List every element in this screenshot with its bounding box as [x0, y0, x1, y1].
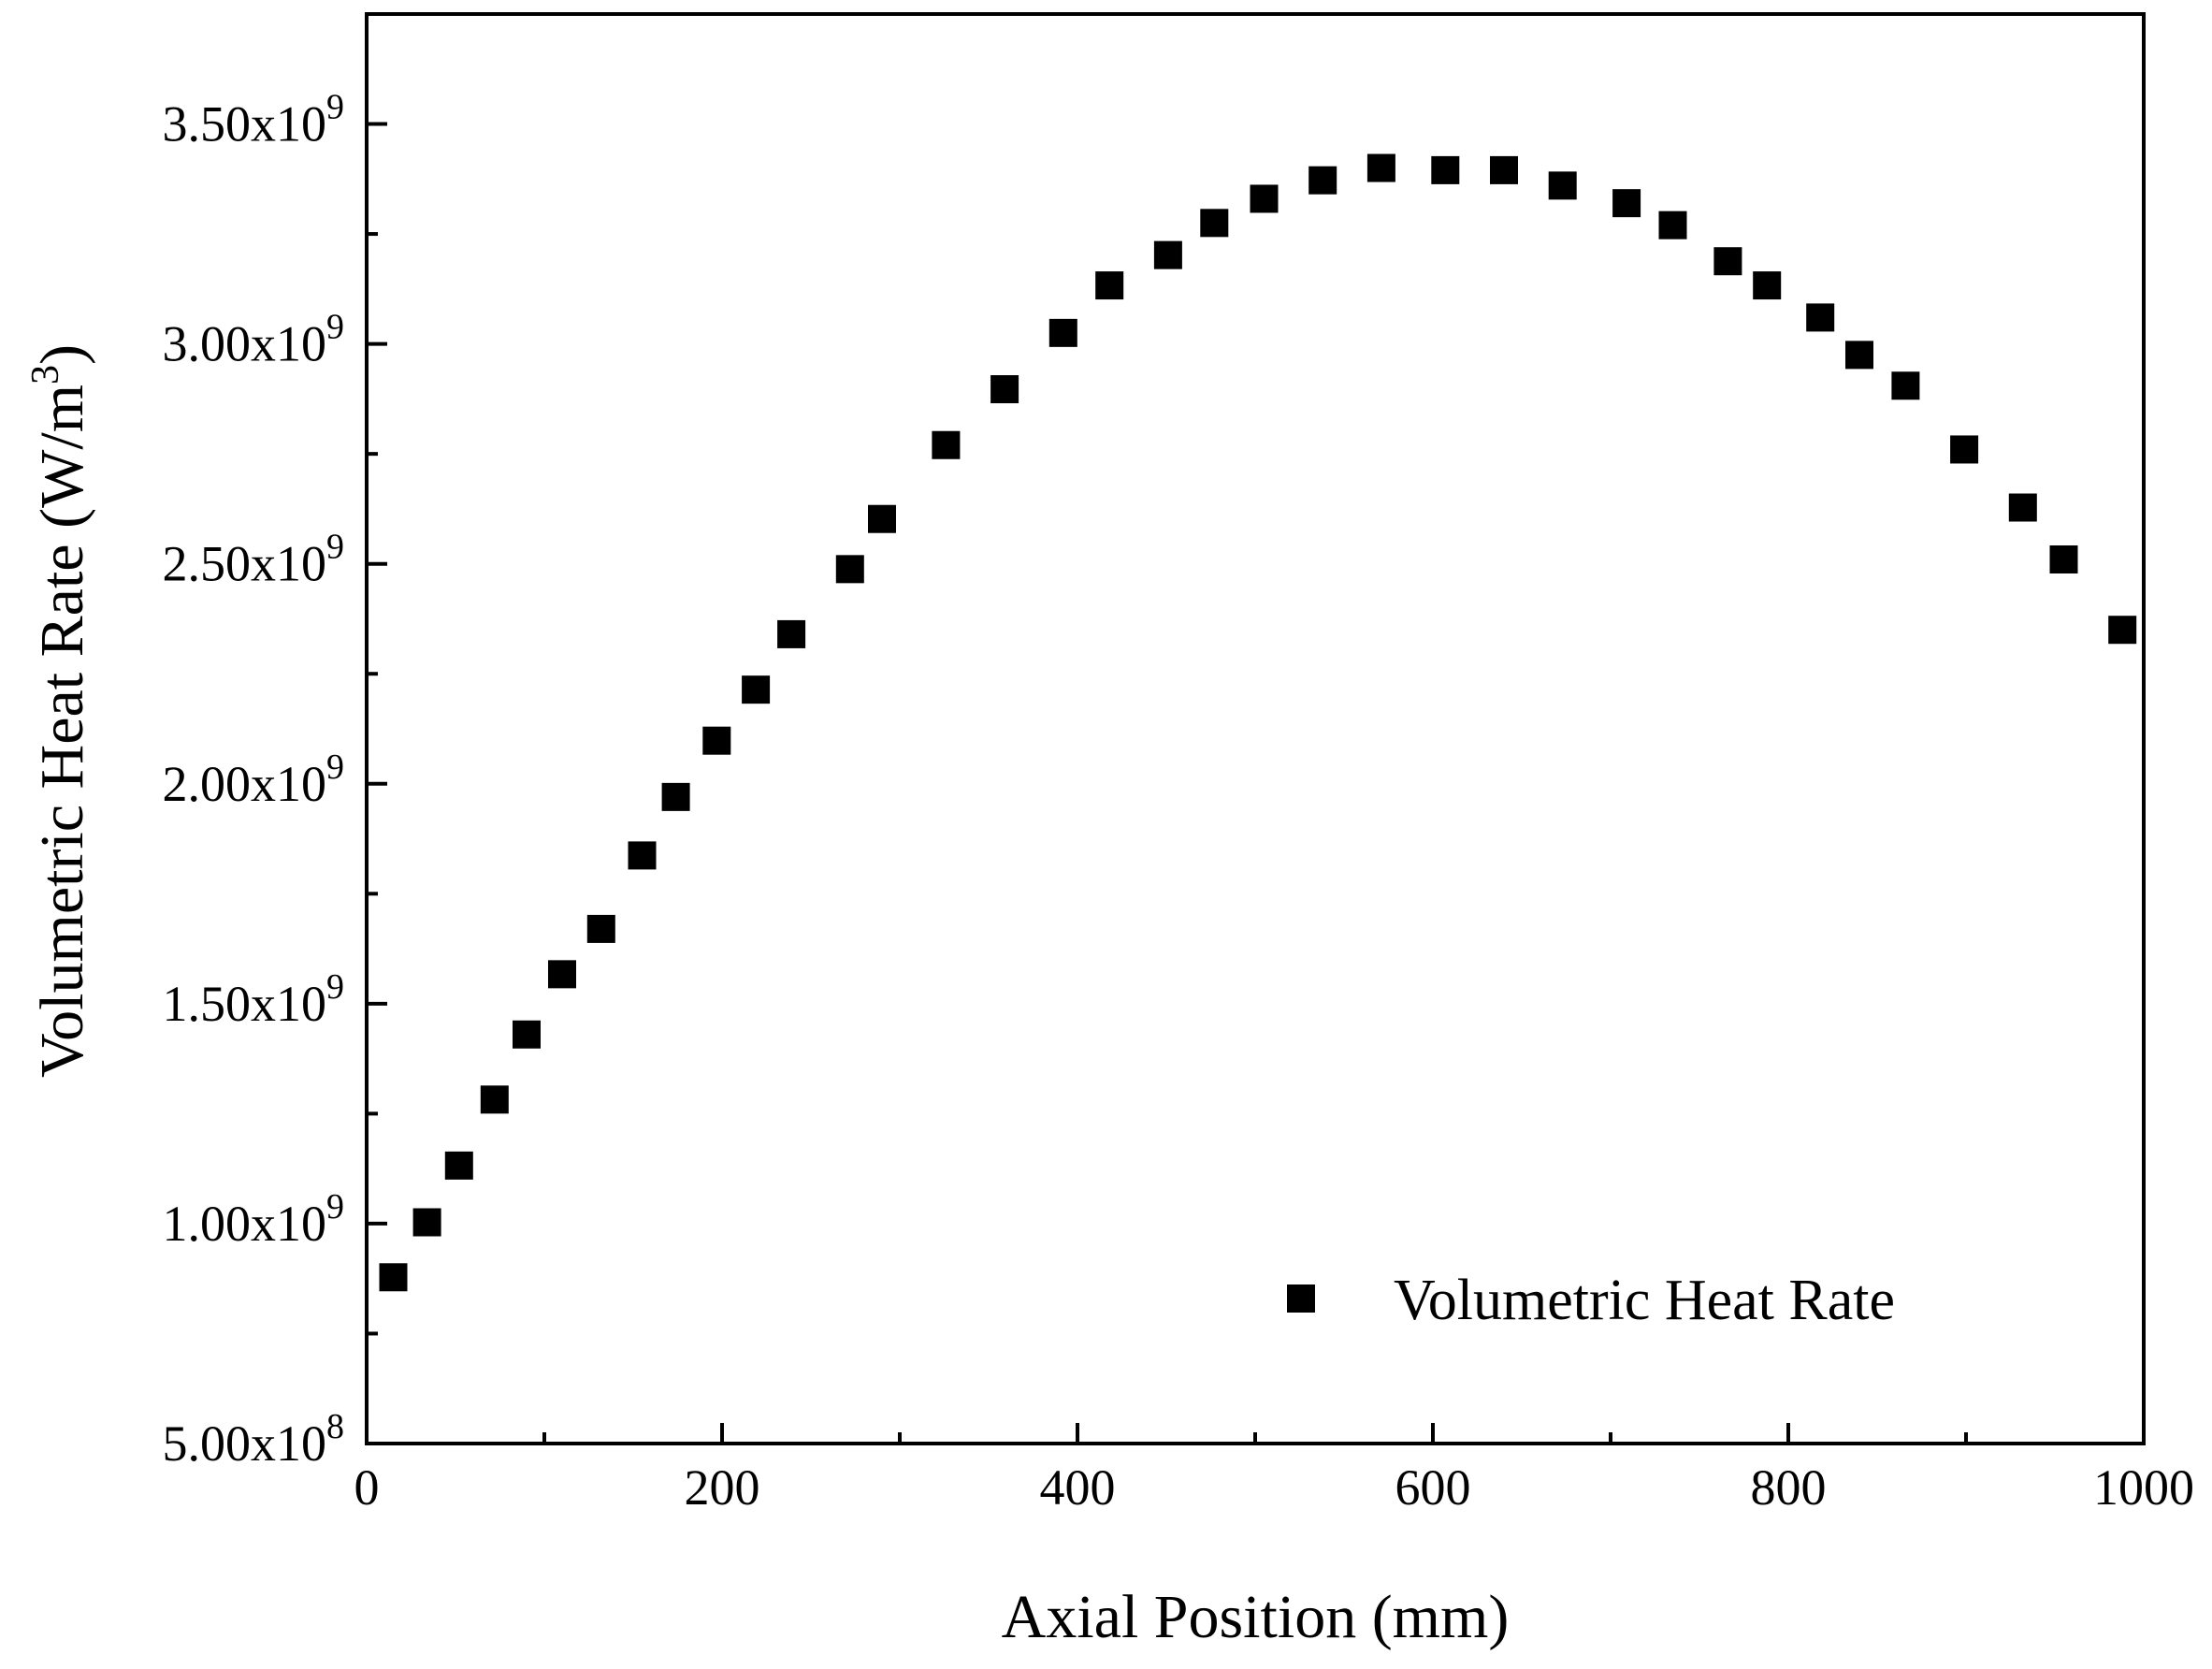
- data-point: [2108, 616, 2137, 645]
- data-point: [932, 430, 961, 459]
- legend: Volumetric Heat Rate: [1287, 1269, 1895, 1332]
- data-point: [1048, 318, 1077, 347]
- data-point: [1200, 209, 1229, 238]
- data-point: [1490, 155, 1518, 184]
- data-point: [661, 782, 690, 811]
- data-point: [548, 960, 576, 989]
- data-point: [628, 841, 657, 870]
- data-point: [742, 675, 771, 704]
- data-point: [1713, 247, 1742, 276]
- plot-frame: [365, 12, 2146, 1445]
- y-axis-ticks: 5.00x108 1.00x109 1.50x109 2.00x109 2.50x109…: [163, 88, 387, 1472]
- data-point: [1308, 166, 1337, 195]
- legend-marker: [1287, 1284, 1315, 1313]
- y-tick-label: 2.50x109: [163, 528, 345, 592]
- x-axis-ticks: 0 200 400 600 800 1000: [354, 1423, 2194, 1516]
- data-point: [1095, 271, 1124, 300]
- x-tick-label: 400: [1040, 1459, 1116, 1516]
- x-tick-label: 1000: [2093, 1459, 2194, 1516]
- y-axis-title-superscript: 3: [24, 365, 67, 385]
- data-point: [513, 1020, 541, 1049]
- data-point: [835, 555, 864, 584]
- data-point: [412, 1208, 441, 1237]
- data-point: [1845, 341, 1873, 370]
- y-axis-title-suffix: ): [28, 344, 96, 365]
- data-point: [1548, 171, 1577, 200]
- data-series: [379, 153, 2137, 1292]
- y-tick-label: 1.00x109: [163, 1187, 345, 1252]
- y-tick-label: 5.00x108: [163, 1407, 345, 1472]
- data-point: [1153, 240, 1182, 269]
- y-axis-title: Volumetric Heat Rate (W/m3): [24, 344, 96, 1078]
- x-tick-label: 800: [1751, 1459, 1827, 1516]
- data-point: [444, 1151, 473, 1180]
- data-point: [1612, 189, 1641, 218]
- data-point: [777, 619, 806, 648]
- data-point: [1431, 155, 1460, 184]
- data-point: [1250, 184, 1279, 213]
- data-point: [586, 914, 615, 943]
- data-point: [868, 504, 896, 533]
- data-point: [1950, 435, 1979, 464]
- x-tick-label: 600: [1395, 1459, 1471, 1516]
- x-tick-label: 200: [685, 1459, 760, 1516]
- data-point: [1366, 153, 1395, 182]
- data-point: [1658, 210, 1687, 239]
- y-tick-label: 1.50x109: [163, 967, 345, 1032]
- x-axis-title: Axial Position (mm): [1002, 1583, 1510, 1651]
- y-tick-label: 2.00x109: [163, 747, 345, 812]
- data-point: [379, 1263, 408, 1292]
- data-point: [1891, 371, 1920, 400]
- data-point: [1806, 303, 1835, 332]
- y-tick-label: 3.00x109: [163, 308, 345, 372]
- x-tick-label: 0: [354, 1459, 380, 1516]
- data-point: [702, 726, 731, 755]
- data-point: [480, 1085, 509, 1114]
- data-point: [990, 375, 1019, 404]
- y-tick-label: 3.50x109: [163, 88, 345, 152]
- legend-label: Volumetric Heat Rate: [1394, 1269, 1895, 1332]
- data-point: [1753, 271, 1782, 300]
- data-point: [2049, 544, 2078, 573]
- data-point: [2008, 493, 2037, 522]
- y-axis-title-main: Volumetric Heat Rate (W/m: [28, 385, 96, 1078]
